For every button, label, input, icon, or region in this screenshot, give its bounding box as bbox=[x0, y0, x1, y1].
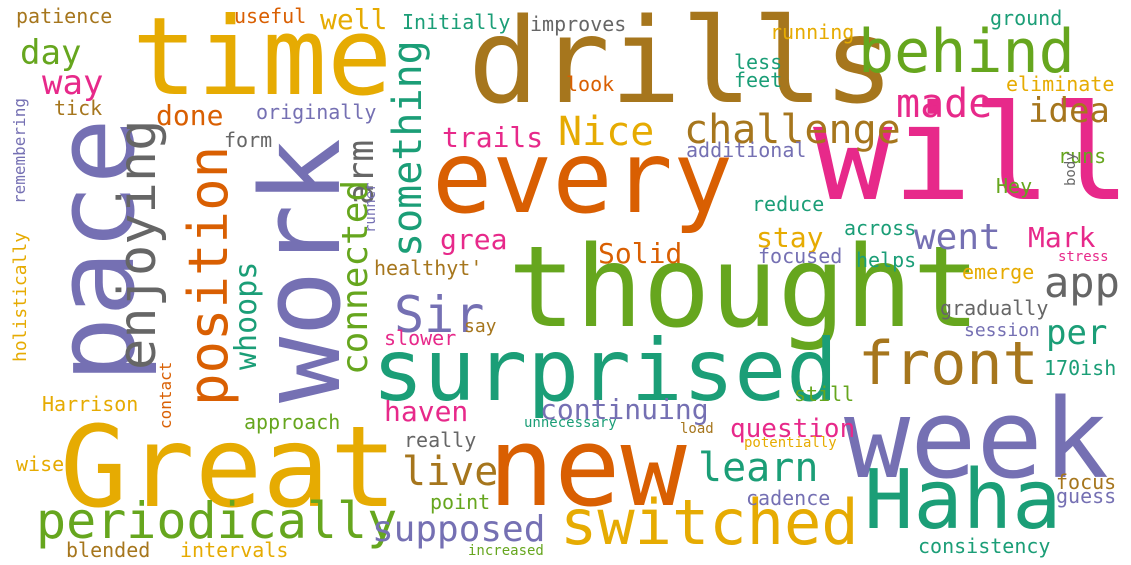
word-something: something bbox=[385, 40, 431, 257]
word-unnecessary: unnecessary bbox=[524, 415, 617, 431]
word-trails: trails bbox=[442, 121, 544, 154]
word-runs: runs bbox=[1058, 144, 1107, 168]
word-helps: helps bbox=[856, 248, 917, 272]
word-great: Great bbox=[60, 403, 398, 533]
word-grea: grea bbox=[440, 223, 508, 256]
word-feet: feet bbox=[734, 68, 783, 92]
word-every: every bbox=[432, 119, 734, 236]
word-hey: Hey bbox=[996, 174, 1033, 198]
word-runner: runner bbox=[363, 182, 379, 233]
word-mark: Mark bbox=[1028, 221, 1096, 254]
word-improves: improves bbox=[530, 12, 627, 36]
word-harrison: Harrison bbox=[42, 392, 139, 416]
word-whoops: whoops bbox=[229, 261, 264, 370]
word-session: session bbox=[964, 320, 1040, 341]
word-gradually: gradually bbox=[940, 296, 1049, 320]
word-enjoying: enjoying bbox=[108, 119, 168, 370]
word-stress: stress bbox=[1058, 249, 1109, 265]
word-challenge: challenge bbox=[684, 107, 901, 153]
word-look: look bbox=[566, 72, 615, 96]
word-useful: useful bbox=[234, 4, 307, 28]
word-emerge: emerge bbox=[962, 260, 1035, 284]
word-haven: haven bbox=[384, 395, 469, 428]
word-haha: Haha bbox=[864, 453, 1062, 548]
word-initially: Initially bbox=[402, 10, 511, 34]
word-day: day bbox=[20, 33, 82, 73]
word-load: load bbox=[680, 421, 714, 437]
word-still: still bbox=[794, 382, 855, 406]
word-across: across bbox=[844, 216, 917, 240]
word-slower: slower bbox=[384, 326, 457, 350]
word-periodically: periodically bbox=[36, 492, 398, 550]
word-intervals: intervals bbox=[180, 538, 289, 562]
word-ground: ground bbox=[990, 6, 1063, 30]
word-blended: blended bbox=[66, 538, 151, 562]
word-app: app bbox=[1044, 258, 1120, 307]
word-contact: contact bbox=[156, 361, 175, 429]
word-idea: idea bbox=[1028, 91, 1110, 131]
word-remembering: remembering bbox=[10, 98, 29, 204]
word-potentially: potentially bbox=[744, 435, 837, 451]
word-way: way bbox=[42, 63, 104, 103]
word-running: running bbox=[770, 20, 855, 44]
word-nice: Nice bbox=[558, 109, 655, 155]
word-body: body bbox=[1063, 152, 1079, 186]
word-surprised: surprised bbox=[372, 321, 838, 421]
word-healthyt: healthyt' bbox=[374, 256, 483, 280]
word-holistically: holistically bbox=[10, 231, 31, 362]
word-consistency: consistency bbox=[918, 534, 1051, 558]
word-focused: focused bbox=[758, 244, 843, 268]
word-learn: learn bbox=[698, 445, 819, 491]
word-new: new bbox=[488, 403, 687, 531]
word-patience: patience bbox=[16, 4, 113, 28]
word-will: will bbox=[813, 77, 1131, 231]
word-additional: additional bbox=[686, 138, 807, 162]
word-went: went bbox=[914, 217, 1001, 258]
word-reduce: reduce bbox=[752, 192, 825, 216]
word-position: position bbox=[177, 145, 240, 406]
word-wise: wise bbox=[16, 452, 65, 476]
word-guess: guess bbox=[1056, 484, 1117, 508]
word-front: front bbox=[858, 329, 1039, 399]
word-solid: Solid bbox=[598, 237, 683, 270]
word-made: made bbox=[896, 81, 993, 127]
word-well: well bbox=[320, 3, 388, 36]
word-point: point bbox=[430, 490, 491, 514]
word-sir: Sir bbox=[394, 286, 485, 344]
word-increased: increased bbox=[468, 543, 544, 559]
word-thought: thought bbox=[508, 223, 981, 353]
word-form: form bbox=[224, 128, 273, 152]
word-time: time bbox=[132, 0, 393, 120]
word-say: say bbox=[464, 316, 497, 337]
word-stay: stay bbox=[756, 221, 824, 254]
word-170ish: 170ish bbox=[1044, 356, 1117, 380]
word-tick: tick bbox=[54, 96, 103, 120]
word-cadence: cadence bbox=[746, 486, 831, 510]
word-focus: focus bbox=[1056, 470, 1117, 494]
word-question: question bbox=[730, 414, 856, 444]
word-approach: approach bbox=[244, 410, 341, 434]
word-supposed: supposed bbox=[372, 509, 546, 550]
word-less: less bbox=[734, 50, 783, 74]
word-done: done bbox=[156, 99, 224, 132]
word-live: live bbox=[402, 449, 499, 495]
word-drills: drills bbox=[468, 0, 895, 130]
word-behind: behind bbox=[858, 17, 1075, 87]
word-really: really bbox=[404, 428, 477, 452]
word-continuing: continuing bbox=[540, 393, 709, 426]
word-switched: switched bbox=[560, 486, 859, 559]
word-eliminate: eliminate bbox=[1006, 72, 1115, 96]
word-per: per bbox=[1046, 313, 1108, 353]
word-week: week bbox=[844, 375, 1109, 503]
word-originally: originally bbox=[256, 100, 377, 124]
